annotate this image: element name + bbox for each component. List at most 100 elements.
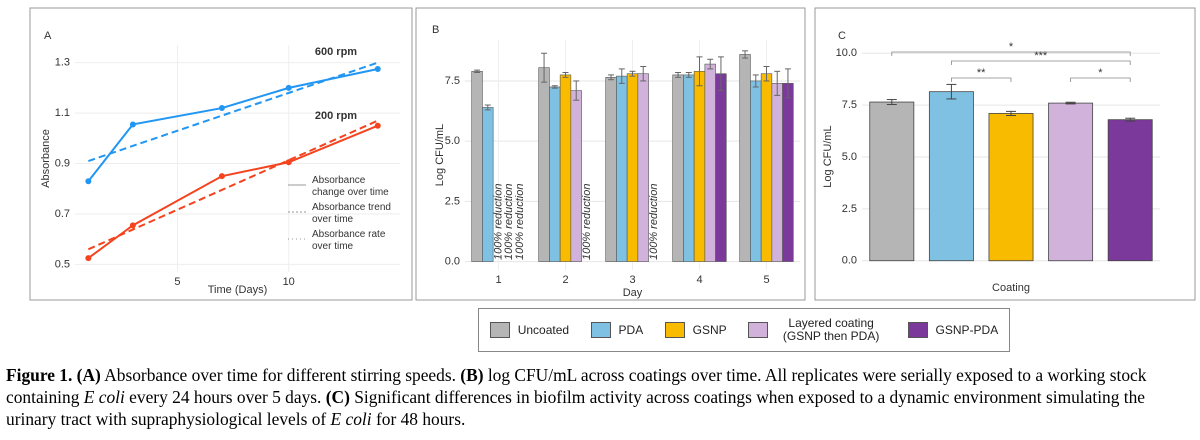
- legend-label: Absorbance rate over time: [312, 229, 386, 252]
- y-axis-label: Log CFU/mL: [434, 124, 446, 186]
- reduction-annotation: 100% reduction: [581, 184, 593, 260]
- error-bar: [573, 80, 580, 101]
- bar: [626, 73, 639, 262]
- bar: [672, 74, 684, 262]
- caption-text: log CFU/mL across coatings over time. Al…: [6, 365, 1151, 407]
- error-bar: [717, 56, 724, 92]
- bar: [693, 71, 706, 262]
- significance-bracket: [1070, 77, 1131, 82]
- error-bar: [707, 58, 714, 70]
- error-bar: [886, 99, 897, 106]
- y-tick-label: 7.5: [445, 75, 460, 87]
- y-tick-label: 1.1: [55, 107, 70, 119]
- bar: [869, 101, 915, 262]
- significance-bracket: [951, 60, 1131, 65]
- caption-text: Absorbance over time for different stirr…: [100, 365, 461, 385]
- y-tick-label: 0.7: [55, 208, 70, 220]
- data-point: [129, 222, 136, 229]
- caption-text: (C): [325, 387, 350, 407]
- reduction-annotation: 100% reduction: [514, 184, 526, 260]
- error-bar: [562, 72, 569, 78]
- legend-label: Absorbance change over time: [312, 175, 389, 198]
- significance-label: **: [977, 67, 986, 79]
- y-tick-label: 5.0: [842, 151, 857, 163]
- caption: Figure 1. (A) Absorbance over time for d…: [6, 364, 1196, 430]
- bar: [704, 63, 716, 262]
- data-point: [129, 121, 136, 128]
- legend-label: Layered coating (GSNP then PDA): [782, 316, 880, 343]
- legend-label: Uncoated: [517, 322, 570, 337]
- error-bar: [696, 56, 703, 87]
- legend-swatch: [907, 322, 928, 338]
- y-tick-label: 0.0: [842, 255, 857, 267]
- bar: [782, 83, 794, 262]
- y-tick-label: 1.3: [55, 57, 70, 69]
- legend: Uncoated PDA GSNP Layered coating (GSNP the…: [478, 308, 1010, 352]
- x-axis-label: Day: [623, 287, 643, 299]
- bar: [928, 91, 974, 262]
- bar: [538, 67, 550, 262]
- bar: [616, 75, 628, 262]
- caption-text: E coli: [83, 387, 125, 407]
- caption-text: Significant differences in biofilm activ…: [6, 387, 1150, 429]
- x-tick-label: 5: [174, 276, 180, 288]
- error-bar: [640, 65, 647, 82]
- error-bar: [1125, 117, 1136, 122]
- x-tick-label: 4: [696, 274, 702, 286]
- reduction-annotation: 100% reduction: [648, 184, 660, 260]
- bar: [549, 86, 561, 262]
- legend-item: GSNP-PDA: [907, 322, 998, 338]
- series-label: 600 rpm: [315, 46, 357, 58]
- x-axis-label: Coating: [992, 282, 1030, 294]
- bar: [471, 71, 483, 262]
- error-bar: [742, 50, 749, 59]
- data-point: [218, 105, 225, 112]
- legend-item: PDA: [590, 322, 643, 338]
- error-bar: [608, 74, 615, 81]
- error-bar: [752, 74, 759, 88]
- y-tick-label: 5.0: [445, 135, 460, 147]
- plot-area: [75, 45, 400, 272]
- panel-label: C: [838, 30, 846, 42]
- data-point: [218, 173, 225, 180]
- bar: [683, 74, 695, 262]
- significance-label: *: [1098, 67, 1103, 79]
- y-axis-label: Absorbance: [40, 129, 52, 188]
- error-bar: [1006, 110, 1016, 117]
- error-bar: [618, 68, 625, 84]
- x-tick-label: 3: [629, 274, 635, 286]
- bar: [559, 74, 572, 262]
- bar: [988, 113, 1034, 262]
- bar: [739, 54, 751, 262]
- error-bar: [685, 72, 692, 78]
- y-tick-label: 2.5: [842, 203, 857, 215]
- caption-text: every 24 hours over 5 days.: [124, 387, 326, 407]
- series-label: 200 rpm: [315, 110, 357, 122]
- x-tick-label: 10: [283, 276, 295, 288]
- panel-b-frame: [415, 7, 806, 301]
- legend-swatch: [748, 322, 769, 338]
- error-bar: [474, 69, 481, 74]
- error-bar: [774, 70, 781, 96]
- significance-label: *: [1009, 41, 1014, 53]
- legend-label: GSNP: [692, 322, 727, 337]
- legend-swatch: [590, 322, 611, 338]
- panel-c-frame: [814, 7, 1196, 301]
- significance-bracket: [891, 51, 1131, 56]
- x-tick-label: 1: [495, 274, 501, 286]
- y-tick-label: 0.5: [55, 258, 70, 270]
- error-bar: [1065, 101, 1076, 105]
- y-axis-label: Log CFU/mL: [822, 125, 834, 187]
- trend-line: [87, 119, 379, 251]
- y-tick-label: 2.5: [445, 195, 460, 207]
- caption-text: (B): [460, 365, 484, 385]
- legend-item: Uncoated: [489, 322, 570, 338]
- data-point: [285, 84, 292, 91]
- data-point: [85, 255, 92, 262]
- caption-text: E coli: [330, 409, 372, 429]
- x-axis-label: Time (Days): [208, 284, 267, 296]
- bar: [605, 77, 617, 262]
- caption-text: for 48 hours.: [371, 409, 466, 429]
- y-tick-label: 7.5: [842, 99, 857, 111]
